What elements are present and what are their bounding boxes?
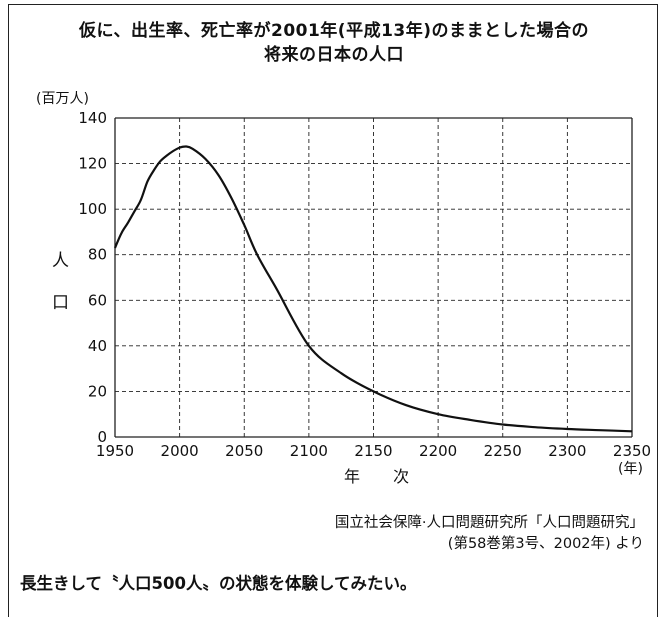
y-tick-label: 80 xyxy=(88,246,107,264)
y-tick-label: 140 xyxy=(78,109,107,127)
x-tick-label: 2000 xyxy=(161,442,199,460)
x-tick-label: 2050 xyxy=(225,442,263,460)
x-axis-label: 年 次 xyxy=(344,467,424,486)
population-line xyxy=(113,145,633,433)
y-tick-label: 120 xyxy=(78,155,107,173)
y-tick-label: 0 xyxy=(97,428,107,446)
x-tick-label: 2200 xyxy=(419,442,457,460)
y-tick-label: 60 xyxy=(88,291,107,309)
figure-frame xyxy=(8,4,658,617)
x-tick-label: 2150 xyxy=(354,442,392,460)
x-tick-label: 2100 xyxy=(290,442,328,460)
footer-text: 長生きして〝人口500人〟の状態を体験してみたい。 xyxy=(20,574,417,593)
x-tick-label: 1950 xyxy=(96,442,134,460)
x-tick-label: 2300 xyxy=(548,442,586,460)
x-tick-label: 2250 xyxy=(484,442,522,460)
source-line-2: (第58巻第3号、2002年) より xyxy=(447,536,644,552)
y-label-char-1: 人 xyxy=(52,251,69,271)
y-label-char-2: 口 xyxy=(52,293,69,313)
x-unit-label: (年) xyxy=(618,461,643,477)
y-tick-label: 20 xyxy=(88,382,107,400)
chart-title: 仮に、出生率、死亡率が2001年(平成13年)のままとした場合の xyxy=(79,21,589,41)
chart-subtitle: 将来の日本の人口 xyxy=(264,45,404,65)
x-tick-label: 2350 xyxy=(613,442,651,460)
y-unit-label: (百万人) xyxy=(36,91,89,107)
y-tick-label: 100 xyxy=(78,200,107,218)
y-tick-label: 40 xyxy=(88,337,107,355)
source-line-1: 国立社会保障·人口問題研究所「人口問題研究」 xyxy=(334,515,644,531)
